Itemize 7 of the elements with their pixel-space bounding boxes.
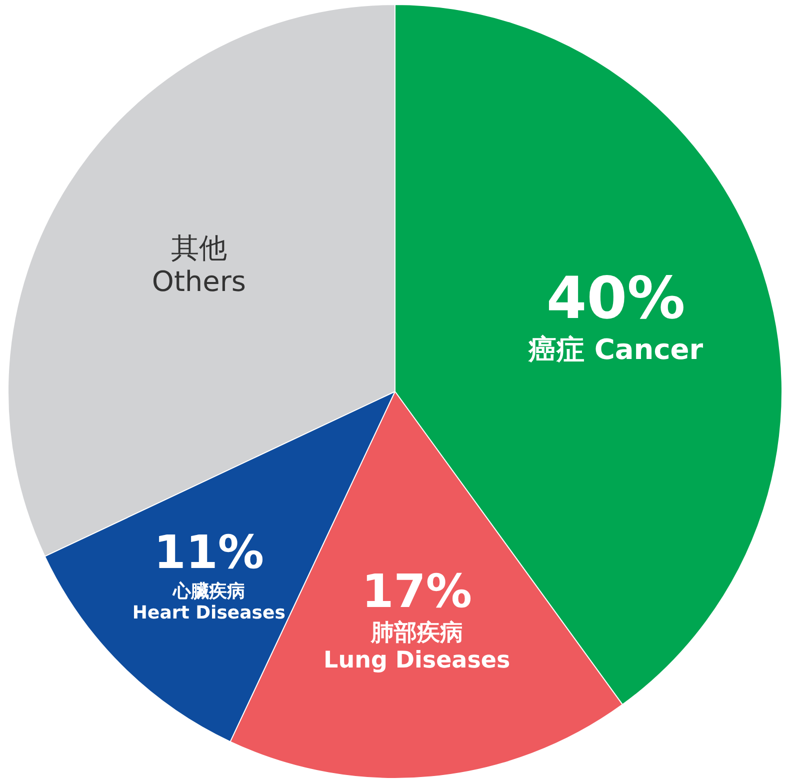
slice-label: 心臟疾病 Heart Diseases [132, 580, 286, 624]
data-label: 11% [154, 524, 264, 579]
data-label: 40% [546, 264, 686, 332]
data-label: 17% [362, 564, 472, 618]
slice-label: 肺部疾病 Lung Diseases [324, 620, 510, 674]
slice-label: 癌症 Cancer [528, 332, 704, 366]
slice-label: 其他 Others [152, 232, 246, 298]
